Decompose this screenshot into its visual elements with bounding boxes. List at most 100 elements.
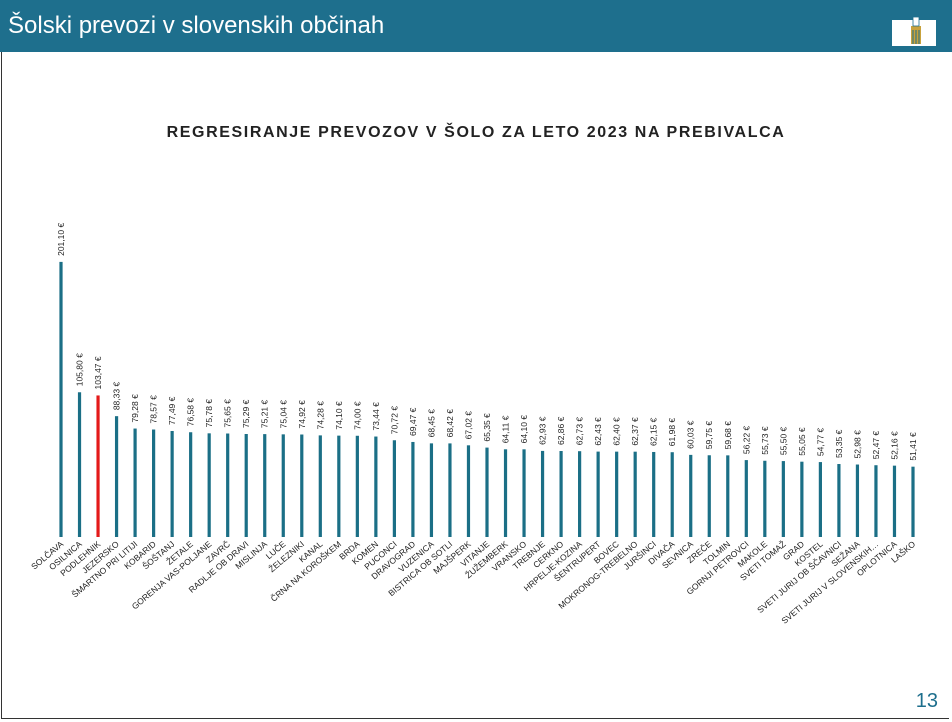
value-label: 62,73 € [575,417,585,446]
value-label: 53,35 € [834,429,844,458]
value-label: 74,10 € [334,401,344,430]
bar [615,451,619,537]
bar [503,449,508,537]
value-label: 74,00 € [352,401,362,430]
value-label: 76,58 € [186,398,196,427]
logo [892,16,936,46]
bar [374,436,378,537]
value-label: 62,93 € [538,416,548,445]
value-label: 65,35 € [482,413,492,442]
bar [133,428,137,537]
bar [892,465,897,537]
value-label: 77,49 € [167,396,177,425]
bar [355,435,359,537]
bar [800,461,804,537]
bar [578,451,582,537]
bar [837,464,841,537]
bar [77,392,82,537]
bar [596,451,600,537]
bar [152,429,156,537]
bar [633,451,637,537]
value-label: 75,04 € [278,400,288,429]
bar [337,435,341,537]
value-label: 67,02 € [463,411,473,440]
bar [281,434,285,537]
bar [707,455,711,537]
page-number: 13 [915,690,938,712]
value-label: 59,68 € [723,421,733,450]
bar [818,462,822,537]
bar [781,461,785,537]
bar [392,440,396,537]
value-label: 79,28 € [130,394,140,423]
value-label: 64,11 € [501,415,511,443]
value-label: 74,28 € [315,401,325,430]
bar [170,430,174,537]
bar [300,434,304,537]
value-label: 59,75 € [704,421,714,450]
value-label: 74,92 € [297,400,307,429]
bar [114,416,119,537]
value-label: 52,16 € [889,431,899,460]
bar [59,261,63,537]
bar [763,460,767,537]
bar [429,443,434,537]
bar [318,435,322,537]
value-label: 60,03 € [686,420,696,449]
value-label: 75,78 € [204,399,214,428]
chart-title: REGRESIRANJE PREVOZOV V ŠOLO ZA LETO 202… [166,124,786,141]
value-label: 62,40 € [612,417,622,446]
header-bar: Šolski prevozi v slovenskih občinah [0,0,952,52]
bar [263,434,267,537]
value-label: 68,42 € [445,409,455,438]
value-label: 62,43 € [593,417,603,446]
value-label: 62,86 € [556,416,566,445]
value-label: 75,21 € [260,399,270,428]
value-label: 75,29 € [241,399,251,428]
bar [448,443,452,537]
bar [466,445,471,537]
value-label: 75,65 € [223,399,233,428]
value-label: 55,73 € [760,426,770,455]
value-label: 61,98 € [667,418,677,447]
value-label: 52,98 € [852,430,862,459]
bar [855,464,860,537]
bar [244,434,248,537]
bar [874,465,878,537]
value-label: 62,37 € [630,417,640,446]
value-label: 73,44 € [371,402,381,431]
value-label: 55,50 € [778,426,788,455]
value-label: 201,10 € [56,223,66,256]
bar [207,433,211,537]
bar [726,455,730,537]
value-label: 62,15 € [649,417,659,446]
bar [652,451,656,537]
bar [670,452,674,537]
value-label: 54,77 € [815,427,825,456]
bar [559,451,563,537]
value-label: 103,47 € [93,356,103,389]
bar [226,433,230,537]
value-label: 70,72 € [389,406,399,435]
bar [689,454,693,537]
bar [96,395,100,537]
value-label: 68,45 € [426,409,436,438]
value-label: 105,80 € [75,353,85,386]
bar [189,432,193,537]
value-label: 88,33 € [112,382,122,411]
bar [540,450,545,537]
bar [744,460,748,537]
value-label: 56,22 € [741,425,751,454]
value-label: 78,57 € [149,395,159,424]
value-label: 55,05 € [797,427,807,456]
value-label: 64,10 € [519,415,529,444]
value-label: 52,47 € [871,431,881,460]
bar [522,449,526,537]
slide-title: Šolski prevozi v slovenskih občinah [8,12,385,39]
value-label: 69,47 € [408,407,418,436]
value-label: 51,41 € [908,432,918,461]
bar [911,466,915,537]
